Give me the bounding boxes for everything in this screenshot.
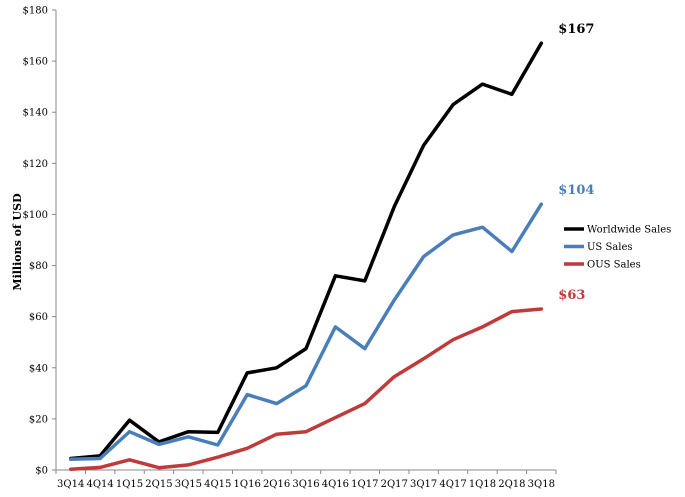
x-tick-label: 2Q15 (145, 479, 172, 490)
series-lines (68, 41, 544, 471)
y-tick-label: $20 (29, 414, 48, 425)
x-tick-label: 4Q17 (439, 479, 466, 490)
x-tick-label: 4Q15 (204, 479, 231, 490)
axes (55, 10, 556, 471)
x-axis-ticks: 3Q14 4Q14 1Q15 2Q15 3Q15 4Q15 1Q16 2Q16 3Q16 4Q16… (55, 470, 557, 490)
y-tick-label: $140 (23, 108, 48, 119)
end-value-label: $63 (558, 288, 585, 303)
end-value-label: $167 (558, 22, 594, 37)
y-tick-label: $180 (23, 6, 48, 17)
x-tick-label: 4Q14 (86, 479, 113, 490)
y-tick-label: $80 (29, 261, 48, 272)
legend-label: Worldwide Sales (587, 225, 671, 236)
legend-label: OUS Sales (587, 260, 641, 271)
series-line-worldwide-sales (68, 41, 544, 461)
x-tick-label: 4Q16 (322, 479, 349, 490)
y-tick-label: $100 (23, 210, 48, 221)
x-tick-label: 3Q18 (528, 479, 555, 490)
series-line-us-sales (68, 202, 544, 462)
x-tick-label: 1Q16 (234, 479, 261, 490)
x-tick-label: 2Q16 (263, 479, 290, 490)
y-tick-label: $120 (23, 159, 48, 170)
x-tick-label: 3Q16 (292, 479, 319, 490)
end-value-label: $104 (558, 183, 594, 198)
series-line-ous-sales (68, 307, 544, 471)
legend-label: US Sales (587, 242, 633, 253)
x-tick-label: 3Q17 (410, 479, 437, 490)
x-tick-label: 1Q17 (351, 479, 378, 490)
x-tick-label: 1Q15 (116, 479, 143, 490)
x-tick-label: 2Q18 (498, 479, 525, 490)
y-axis-title: Millions of USD (11, 193, 24, 291)
y-tick-label: $0 (35, 466, 48, 477)
legend: Worldwide Sales US Sales OUS Sales (564, 225, 671, 271)
series-end-labels: $167 $104 $63 (558, 22, 594, 303)
y-axis-ticks: $0 $20 $40 $60 $80 $100 $120 $140 $160 $180 (23, 6, 56, 477)
x-tick-label: 3Q14 (57, 479, 84, 490)
x-tick-label: 2Q17 (381, 479, 408, 490)
x-tick-label: 3Q15 (175, 479, 202, 490)
y-tick-label: $40 (29, 363, 48, 374)
x-tick-label: 1Q18 (469, 479, 496, 490)
y-tick-label: $60 (29, 312, 48, 323)
y-tick-label: $160 (23, 57, 48, 68)
